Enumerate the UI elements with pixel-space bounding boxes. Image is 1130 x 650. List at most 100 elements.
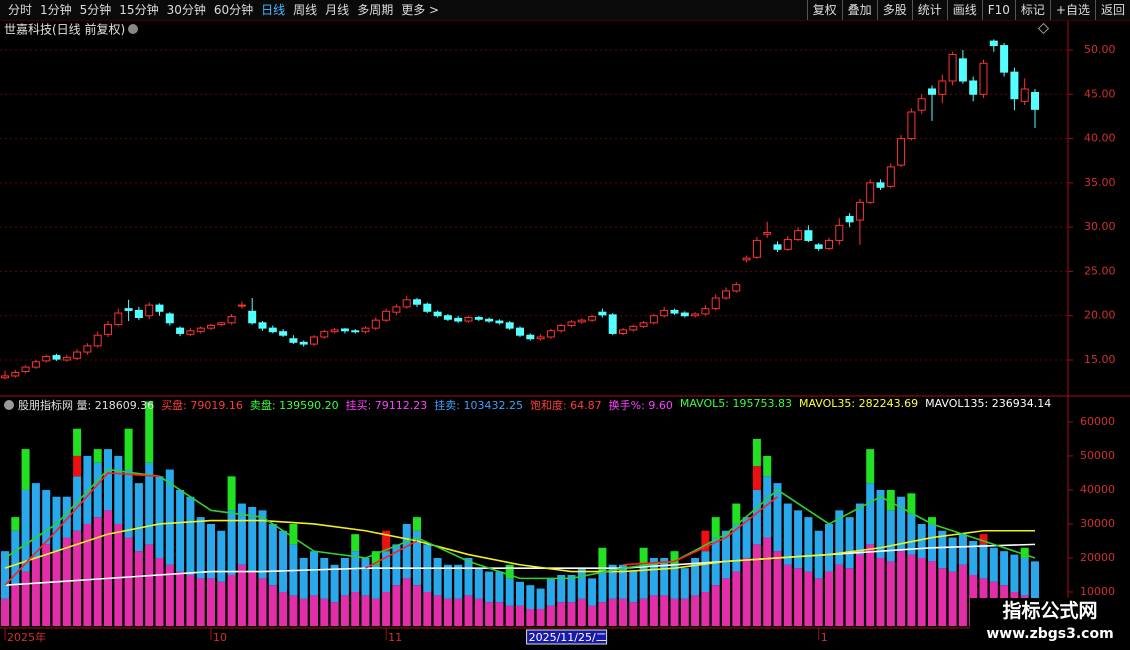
volume-segment: [237, 564, 246, 626]
volume-segment: [83, 455, 92, 524]
volume-segment: [340, 557, 349, 596]
volume-segment: [196, 517, 205, 579]
candle-body: [371, 319, 380, 329]
x-tick-label: 11: [388, 631, 402, 644]
volume-segment: [825, 523, 833, 572]
tool-button[interactable]: 画线: [946, 0, 982, 20]
period-tab[interactable]: 多周期: [357, 3, 394, 17]
volume-segment: [505, 605, 514, 626]
toolbar: 分时 1分钟 5分钟 15分钟 30分钟 60分钟 日线 周线 月线 多周期 更多 > 复权 叠加 多股统…: [0, 0, 1130, 21]
volume-segment: [505, 564, 514, 579]
volume-segment: [845, 517, 854, 569]
period-tab[interactable]: 5分钟: [79, 3, 112, 17]
candle-body: [608, 314, 617, 334]
volume-segment: [928, 517, 936, 524]
volume-segment: [454, 598, 463, 626]
volume-segment: [1020, 557, 1029, 596]
candle-body: [289, 338, 298, 343]
y-tick-label: 20000: [1080, 551, 1115, 564]
volume-segment: [31, 557, 40, 626]
tool-button[interactable]: 统计: [911, 0, 947, 20]
period-tab[interactable]: 更多 >: [401, 3, 440, 17]
period-tab[interactable]: 周线: [293, 3, 318, 17]
volume-segment: [52, 551, 61, 626]
volume-segment: [732, 503, 741, 524]
volume-segment: [330, 602, 339, 626]
tool-button[interactable]: 叠加: [841, 0, 877, 20]
candle-body: [536, 336, 545, 340]
volume-segment: [639, 564, 648, 599]
volume-segment: [237, 503, 246, 565]
period-tab[interactable]: 1分钟: [40, 3, 72, 17]
y-tick-label: 15.00: [1084, 353, 1116, 366]
volume-segment: [948, 571, 957, 626]
tool-button[interactable]: +自选: [1049, 0, 1095, 20]
volume-segment: [794, 568, 803, 626]
x-tick-label: 1: [821, 631, 828, 644]
volume-segment: [248, 571, 257, 626]
candle-body: [588, 316, 597, 321]
volume-segment: [464, 595, 473, 626]
volume-segment: [93, 462, 102, 518]
tool-button[interactable]: 标记: [1014, 0, 1050, 20]
volume-segment: [752, 466, 761, 490]
volume-segment: [42, 489, 51, 545]
period-tab[interactable]: 分时: [8, 3, 33, 17]
volume-segment: [73, 455, 82, 477]
candle-body: [413, 299, 421, 305]
volume-segment: [93, 449, 102, 463]
tool-button[interactable]: 多股: [876, 0, 912, 20]
volume-segment: [186, 574, 195, 626]
candle-body: [619, 329, 627, 334]
period-tab[interactable]: 60分钟: [213, 3, 254, 17]
volume-segment: [413, 530, 421, 586]
volume-segment: [1, 598, 9, 626]
volume-segment: [855, 503, 864, 555]
volume-segment: [629, 602, 638, 626]
volume-segment: [258, 510, 267, 579]
period-tab[interactable]: 30分钟: [166, 3, 206, 17]
period-tab[interactable]: 15分钟: [119, 3, 159, 17]
volume-segment: [897, 551, 906, 626]
volume-segment: [320, 598, 329, 626]
volume-segment: [752, 489, 761, 545]
volume-segment: [866, 483, 875, 545]
candle-body: [897, 138, 906, 166]
volume-segment: [526, 585, 535, 609]
volume-segment: [382, 551, 391, 592]
candle-body: [124, 308, 133, 311]
volume-segment: [165, 564, 174, 626]
volume-segment: [505, 578, 514, 606]
tool-button[interactable]: 返回: [1094, 0, 1130, 20]
collapse-icon[interactable]: ⌄: [4, 400, 14, 410]
candle-body: [928, 88, 936, 95]
candle-body: [567, 321, 576, 326]
volume-segment: [83, 523, 92, 626]
candle-body: [73, 351, 82, 359]
tool-button[interactable]: F10: [981, 0, 1015, 20]
volume-segment: [145, 544, 154, 626]
candle-body: [938, 80, 947, 95]
candle-body: [62, 356, 71, 361]
period-tab[interactable]: 日线: [261, 3, 286, 17]
volume-segment: [711, 585, 720, 626]
candle-body: [773, 244, 782, 250]
volume-segment: [258, 578, 267, 626]
y-tick-label: 45.00: [1084, 87, 1116, 100]
tool-button[interactable]: 复权: [806, 0, 842, 20]
x-tick-label: 2025年: [7, 630, 46, 644]
ma-line: [4, 519, 1035, 573]
volume-segment: [371, 551, 380, 565]
volume-segment: [917, 557, 926, 626]
candle-body: [361, 327, 370, 333]
candle-body: [454, 317, 463, 322]
volume-segment: [474, 598, 483, 626]
volume-segment: [1020, 547, 1029, 558]
period-tab[interactable]: 月线: [325, 3, 350, 17]
volume-segment: [310, 595, 318, 626]
volume-segment: [886, 489, 895, 511]
candle-body: [1000, 45, 1009, 73]
volume-segment: [340, 595, 349, 626]
candle-body: [340, 328, 349, 332]
volume-segment: [783, 503, 792, 565]
